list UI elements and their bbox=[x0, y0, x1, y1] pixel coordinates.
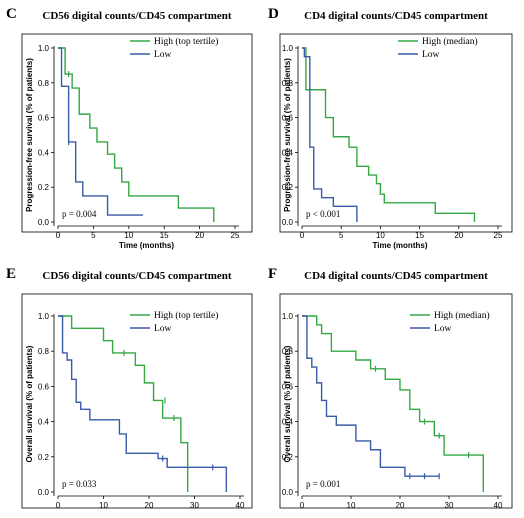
legend-label: Low bbox=[422, 50, 440, 60]
y-tick-label: 0.2 bbox=[282, 453, 294, 462]
series-line-low bbox=[58, 315, 228, 492]
p-value: p = 0.001 bbox=[306, 479, 340, 489]
x-tick-label: 40 bbox=[494, 501, 503, 510]
y-tick-label: 0.4 bbox=[38, 418, 50, 427]
x-tick-label: 25 bbox=[494, 231, 503, 240]
panel-letter: C bbox=[6, 6, 17, 22]
y-axis-title: Progression-free survival (% of patients… bbox=[25, 58, 34, 212]
y-tick-label: 0.2 bbox=[38, 183, 50, 192]
x-axis-title: Time (months) bbox=[373, 241, 428, 250]
x-tick-label: 30 bbox=[445, 501, 454, 510]
chart-title: CD56 digital counts/CD45 compartment bbox=[42, 10, 231, 22]
y-tick-label: 0.8 bbox=[282, 79, 294, 88]
x-tick-label: 15 bbox=[160, 231, 169, 240]
y-axis-title: Overall survival (% of patients) bbox=[25, 345, 34, 462]
x-tick-label: 30 bbox=[190, 501, 199, 510]
p-value: p < 0.001 bbox=[306, 209, 340, 219]
x-tick-label: 10 bbox=[99, 501, 108, 510]
x-tick-label: 5 bbox=[91, 231, 96, 240]
series-line-low bbox=[58, 47, 143, 216]
legend-label: High (median) bbox=[422, 36, 478, 47]
x-tick-label: 5 bbox=[339, 231, 344, 240]
panel-letter: E bbox=[6, 266, 16, 282]
y-tick-label: 0.6 bbox=[282, 382, 294, 391]
legend-label: Low bbox=[434, 324, 452, 334]
x-axis-title: Time (months) bbox=[119, 241, 174, 250]
x-tick-label: 0 bbox=[300, 231, 305, 240]
chart-frame bbox=[279, 293, 513, 509]
chart-title: CD4 digital counts/CD45 compartment bbox=[304, 270, 488, 282]
series-line-high bbox=[302, 47, 476, 222]
x-tick-label: 40 bbox=[236, 501, 245, 510]
y-tick-label: 0.8 bbox=[282, 347, 294, 356]
chart-panel-d: D CD4 digital counts/CD45 compartment 0.0 0… bbox=[268, 6, 513, 250]
chart-panel-c: C CD56 digital counts/CD45 compartment 0.0… bbox=[6, 6, 253, 250]
p-value: p = 0.033 bbox=[62, 479, 97, 489]
chart-panel-e: E CD56 digital counts/CD45 compartment 0.0… bbox=[6, 266, 253, 510]
x-tick-label: 0 bbox=[300, 501, 305, 510]
series-line-high bbox=[302, 315, 484, 492]
legend-label: High (top tertile) bbox=[154, 36, 218, 47]
chart-panel-f: F CD4 digital counts/CD45 compartment 0.0 0… bbox=[268, 266, 513, 510]
x-tick-label: 20 bbox=[145, 501, 154, 510]
x-tick-label: 20 bbox=[396, 501, 405, 510]
legend-label: Low bbox=[154, 50, 172, 60]
x-tick-label: 10 bbox=[376, 231, 385, 240]
x-tick-label: 20 bbox=[454, 231, 463, 240]
chart-frame bbox=[21, 293, 253, 509]
x-tick-label: 20 bbox=[195, 231, 204, 240]
y-tick-label: 0.6 bbox=[38, 382, 50, 391]
legend-label: High (top tertile) bbox=[154, 310, 218, 321]
y-tick-label: 0.6 bbox=[282, 114, 294, 123]
x-tick-label: 10 bbox=[124, 231, 133, 240]
y-tick-label: 0.8 bbox=[38, 79, 50, 88]
y-tick-label: 1.0 bbox=[282, 312, 294, 321]
y-tick-label: 0.4 bbox=[282, 418, 294, 427]
p-value: p = 0.004 bbox=[62, 209, 97, 219]
x-tick-label: 10 bbox=[347, 501, 356, 510]
chart-frame bbox=[279, 33, 513, 233]
y-tick-label: 0.2 bbox=[282, 183, 294, 192]
y-tick-label: 0.0 bbox=[282, 218, 294, 227]
y-tick-label: 0.0 bbox=[282, 488, 294, 497]
x-tick-label: 25 bbox=[231, 231, 240, 240]
y-tick-label: 0.4 bbox=[38, 148, 50, 157]
series-line-low bbox=[302, 315, 440, 477]
y-tick-label: 0.6 bbox=[38, 114, 50, 123]
y-tick-label: 0.0 bbox=[38, 488, 50, 497]
y-axis-title: Overall survival (% of patients) bbox=[283, 345, 292, 462]
y-tick-label: 0.2 bbox=[38, 453, 50, 462]
y-tick-label: 1.0 bbox=[38, 44, 50, 53]
x-tick-label: 15 bbox=[415, 231, 424, 240]
x-tick-label: 0 bbox=[56, 501, 61, 510]
panel-letter: D bbox=[268, 6, 279, 22]
panel-letter: F bbox=[268, 266, 277, 282]
x-tick-label: 0 bbox=[56, 231, 61, 240]
legend-label: Low bbox=[154, 324, 172, 334]
y-tick-label: 0.4 bbox=[282, 148, 294, 157]
y-tick-label: 0.8 bbox=[38, 347, 50, 356]
series-line-low bbox=[302, 47, 358, 222]
y-tick-label: 0.0 bbox=[38, 218, 50, 227]
legend-label: High (median) bbox=[434, 310, 490, 321]
series-line-high bbox=[58, 315, 189, 492]
chart-title: CD4 digital counts/CD45 compartment bbox=[304, 10, 488, 22]
chart-title: CD56 digital counts/CD45 compartment bbox=[42, 270, 231, 282]
y-tick-label: 1.0 bbox=[282, 44, 294, 53]
y-axis-title: Progression-free survival (% of patients… bbox=[283, 58, 292, 212]
y-tick-label: 1.0 bbox=[38, 312, 50, 321]
series-line-high bbox=[58, 47, 215, 222]
chart-frame bbox=[21, 33, 253, 233]
